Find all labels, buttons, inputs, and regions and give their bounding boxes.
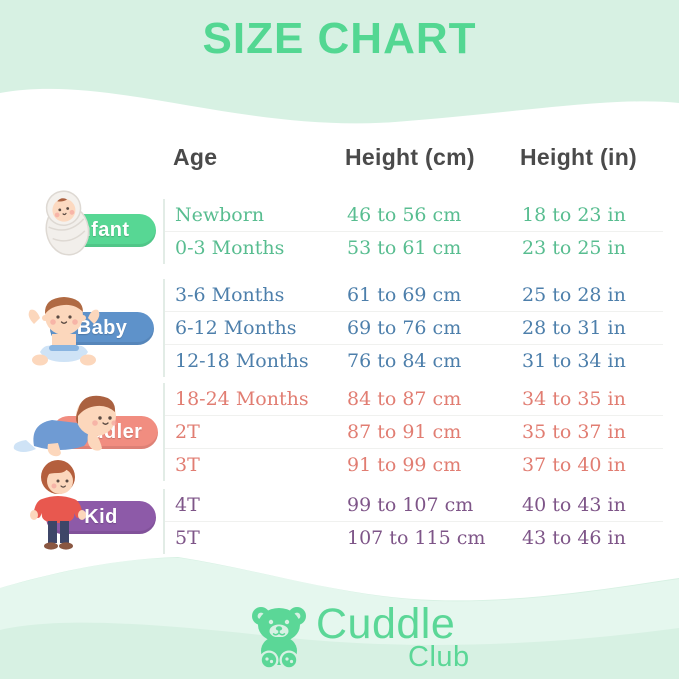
- baby-illustration: [28, 297, 100, 366]
- cell-height-in: 35 to 37 in: [522, 421, 626, 443]
- cell-age: 5T: [175, 527, 200, 549]
- cell-height-cm: 84 to 87 cm: [347, 388, 462, 410]
- cell-height-cm: 61 to 69 cm: [347, 284, 462, 306]
- cell-age: 4T: [175, 494, 200, 516]
- cell-height-cm: 76 to 84 cm: [347, 350, 462, 372]
- cell-height-cm: 53 to 61 cm: [347, 237, 462, 259]
- brand-name: Cuddle: [316, 600, 456, 648]
- cell-age: 18-24 Months: [175, 388, 309, 410]
- cell-height-in: 28 to 31 in: [522, 317, 626, 339]
- cell-height-in: 37 to 40 in: [522, 454, 626, 476]
- teddy-bear-logo-icon: [252, 607, 306, 670]
- table-row: 3-6 Months 61 to 69 cm 25 to 28 in: [165, 279, 663, 311]
- cell-height-in: 31 to 34 in: [522, 350, 626, 372]
- cell-age: Newborn: [175, 204, 265, 226]
- table-row: 4T 99 to 107 cm 40 to 43 in: [165, 489, 663, 521]
- section-toddler: 18-24 Months 84 to 87 cm 34 to 35 in 2T …: [163, 383, 663, 481]
- section-infant: Newborn 46 to 56 cm 18 to 23 in 0-3 Mont…: [163, 199, 663, 264]
- header-height-in: Height (in): [520, 144, 637, 170]
- cell-height-in: 34 to 35 in: [522, 388, 626, 410]
- table-row: 3T 91 to 99 cm 37 to 40 in: [165, 448, 663, 481]
- table-row: Newborn 46 to 56 cm 18 to 23 in: [165, 199, 663, 231]
- toddler-illustration: [13, 395, 117, 457]
- table-header-row: Age Height (cm) Height (in): [163, 144, 663, 171]
- accent-wave: [0, 557, 679, 645]
- cell-age: 3T: [175, 454, 200, 476]
- section-baby: 3-6 Months 61 to 69 cm 25 to 28 in 6-12 …: [163, 279, 663, 377]
- table-row: 2T 87 to 91 cm 35 to 37 in: [165, 415, 663, 448]
- table-row: 0-3 Months 53 to 61 cm 23 to 25 in: [165, 231, 663, 264]
- header-height-cm: Height (cm): [345, 144, 475, 170]
- cell-age: 12-18 Months: [175, 350, 309, 372]
- cell-age: 3-6 Months: [175, 284, 285, 306]
- kid-illustration: [30, 460, 86, 550]
- page-title: SIZE CHART: [202, 14, 477, 63]
- section-kid: 4T 99 to 107 cm 40 to 43 in 5T 107 to 11…: [163, 489, 663, 554]
- cell-height-cm: 87 to 91 cm: [347, 421, 462, 443]
- cell-height-in: 43 to 46 in: [522, 527, 626, 549]
- brand-subname: Club: [408, 641, 470, 673]
- cell-height-cm: 91 to 99 cm: [347, 454, 462, 476]
- table-row: 12-18 Months 76 to 84 cm 31 to 34 in: [165, 344, 663, 377]
- table-row: 5T 107 to 115 cm 43 to 46 in: [165, 521, 663, 554]
- cell-height-cm: 69 to 76 cm: [347, 317, 462, 339]
- cell-height-cm: 46 to 56 cm: [347, 204, 462, 226]
- cell-height-cm: 99 to 107 cm: [347, 494, 474, 516]
- header-age: Age: [173, 144, 218, 170]
- table-row: 18-24 Months 84 to 87 cm 34 to 35 in: [165, 383, 663, 415]
- cell-age: 2T: [175, 421, 200, 443]
- cell-height-in: 23 to 25 in: [522, 237, 626, 259]
- cell-height-cm: 107 to 115 cm: [347, 527, 486, 549]
- cell-height-in: 25 to 28 in: [522, 284, 626, 306]
- cell-age: 0-3 Months: [175, 237, 285, 259]
- infant-illustration: [45, 190, 90, 256]
- cell-height-in: 40 to 43 in: [522, 494, 626, 516]
- cell-height-in: 18 to 23 in: [522, 204, 626, 226]
- cell-age: 6-12 Months: [175, 317, 297, 339]
- table-row: 6-12 Months 69 to 76 cm 28 to 31 in: [165, 311, 663, 344]
